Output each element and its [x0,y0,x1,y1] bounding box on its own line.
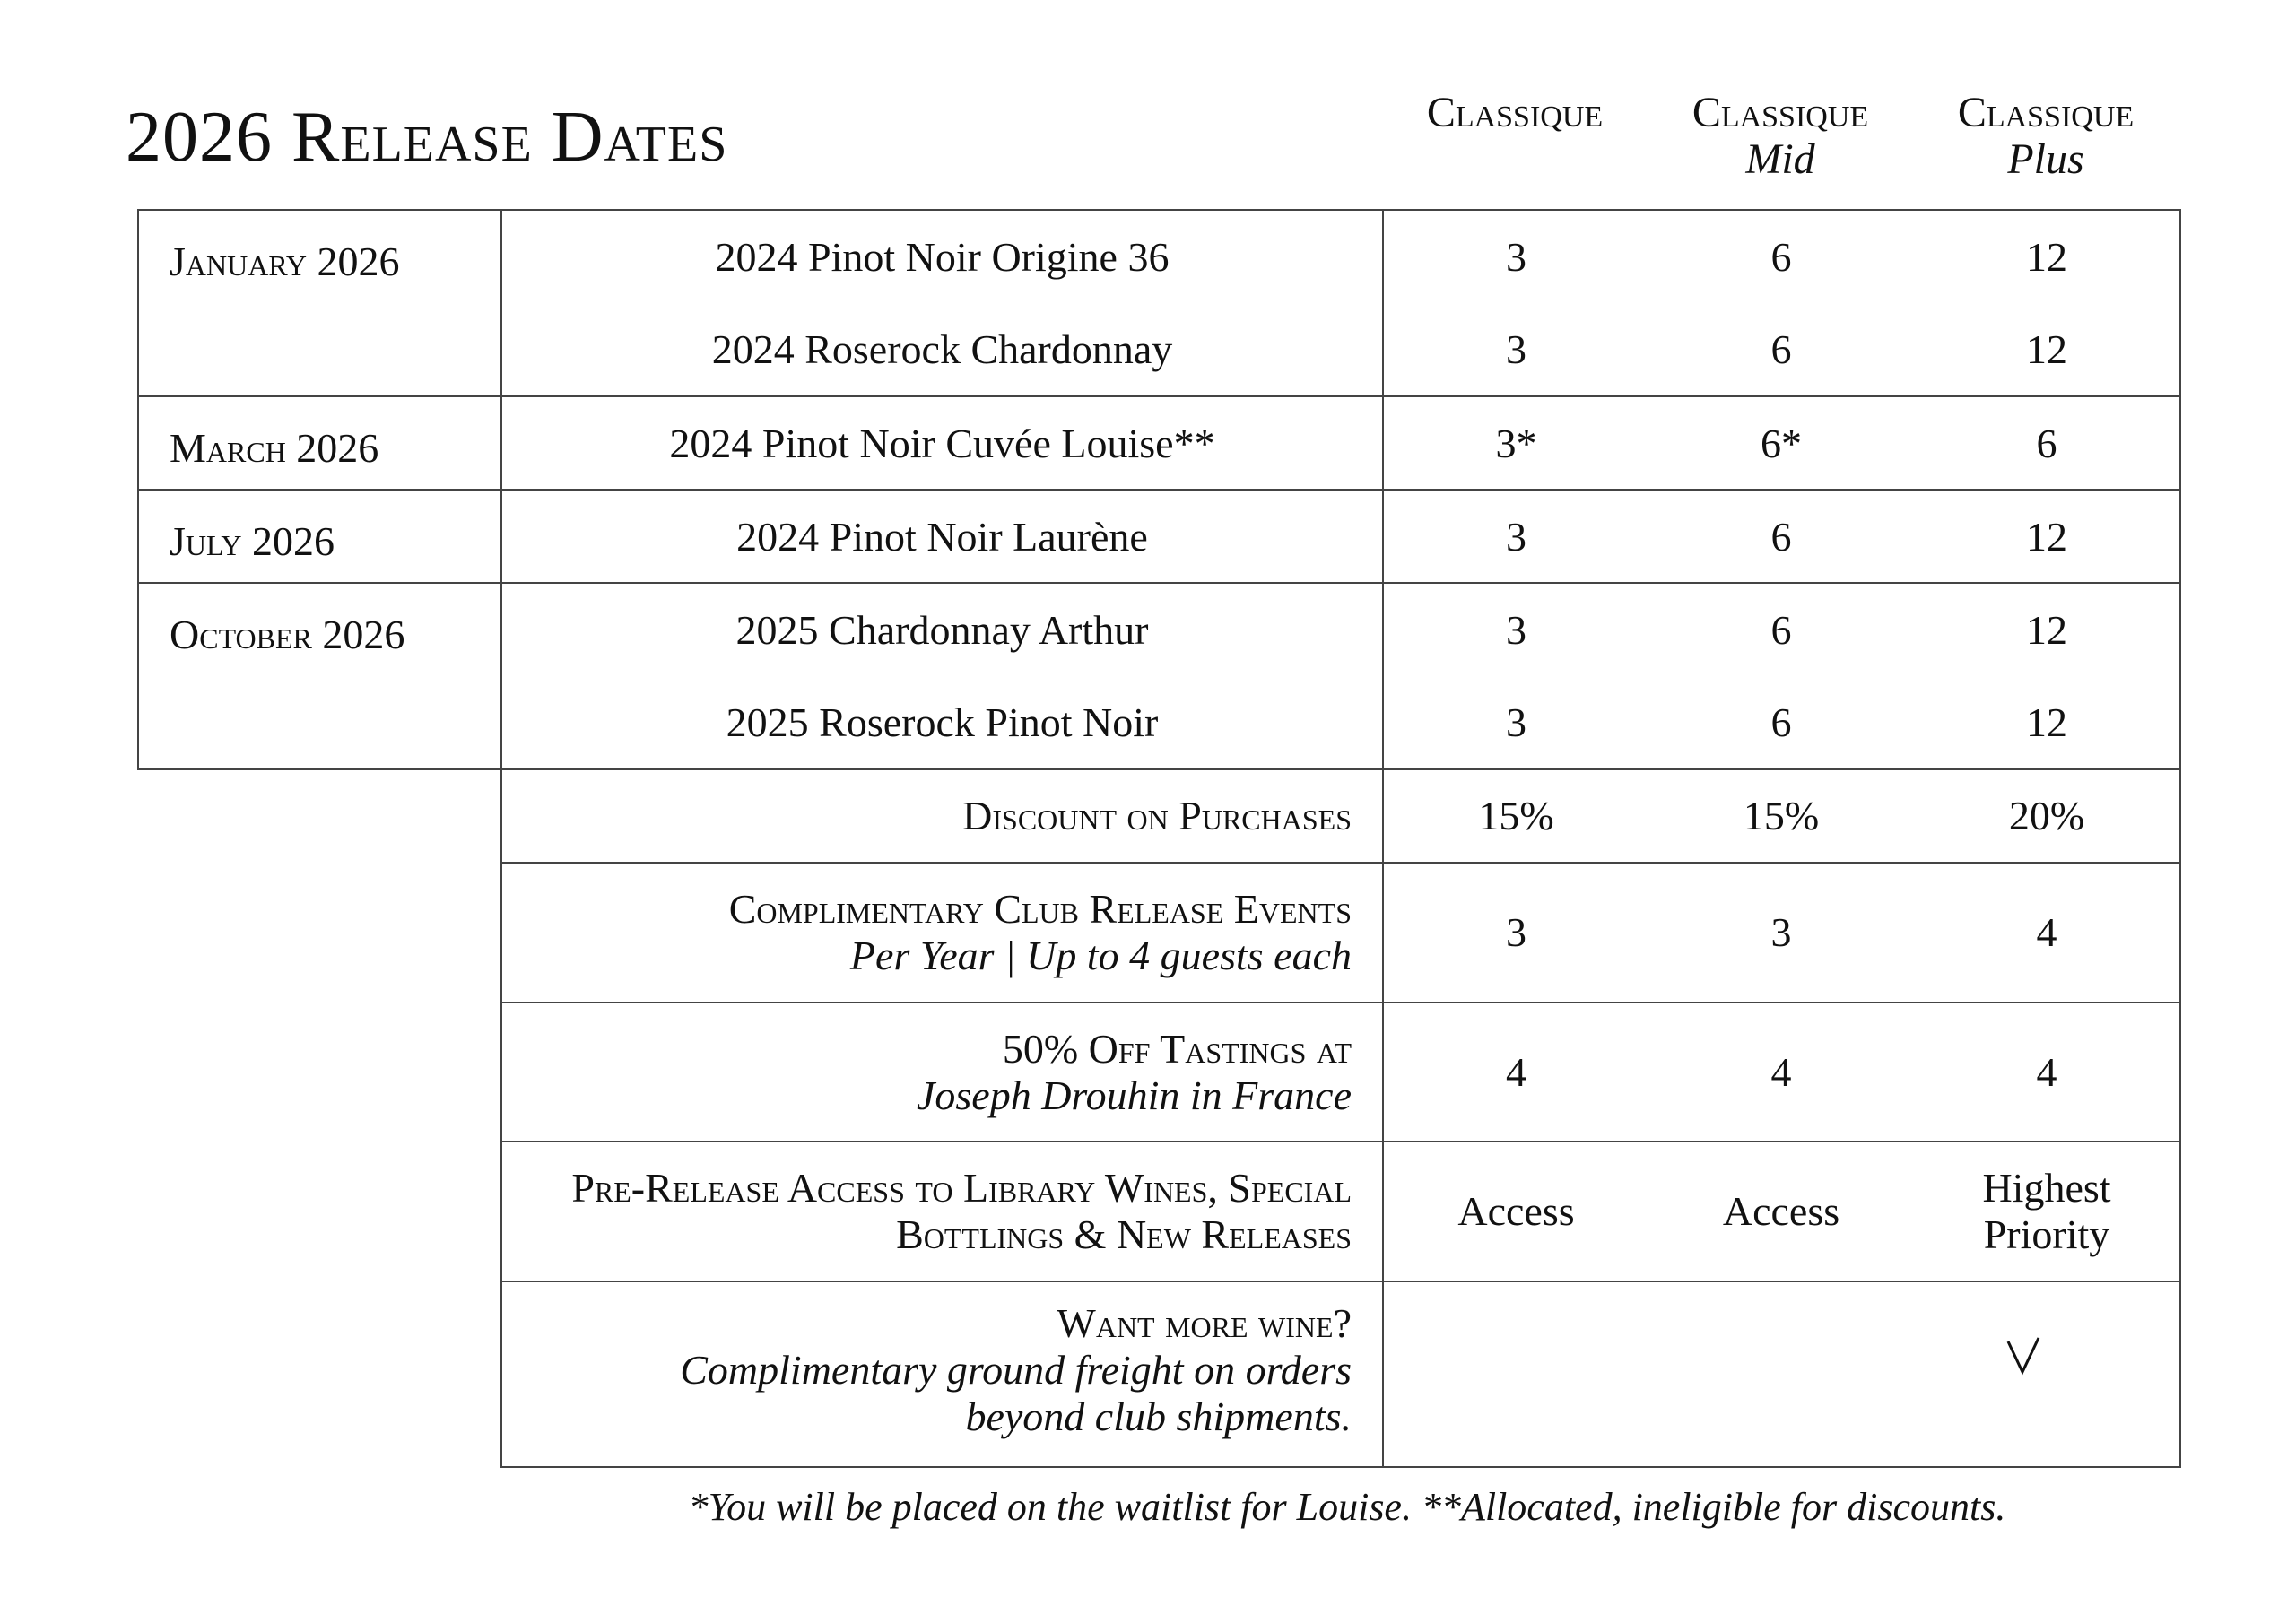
empty-cell [138,863,501,1003]
wine-row: 2024 Roserock Chardonnay 3 6 12 [138,303,2181,397]
benefit-value [1648,1281,1914,1468]
tier-header-classique-mid: Classique Mid [1648,90,1913,183]
benefit-value: 4 [1383,1002,1648,1142]
wine-name: 2024 Pinot Noir Origine 36 [500,209,1384,303]
allocation-value: 12 [1914,303,2181,397]
release-month: January 2026 [137,209,502,397]
wine-row: July 2026 2024 Pinot Noir Laurène 3 6 12 [137,489,2181,584]
allocation-value: 6 [1648,489,1914,584]
benefit-value [1383,1281,1648,1468]
benefit-label: 50% Off Tastings at Joseph Drouhin in Fra… [500,1002,1384,1142]
benefit-label: Pre-Release Access to Library Wines, Spe… [500,1141,1384,1282]
benefit-title: Want more wine? [1057,1300,1352,1346]
wine-name: 2024 Pinot Noir Cuvée Louise** [500,395,1384,491]
page-title: 2026 Release Dates [126,98,728,177]
release-month: October 2026 [137,582,502,770]
benefit-row: Pre-Release Access to Library Wines, Spe… [138,1141,2181,1282]
tier-subname: Mid [1745,135,1815,183]
allocation-value: 3 [1383,303,1648,397]
allocation-value: 6* [1648,395,1914,491]
allocation-value: 6 [1648,209,1914,303]
benefit-subtitle: Per Year | Up to 4 guests each [849,933,1352,978]
release-table: January 2026 2024 Pinot Noir Origine 36 3 6… [137,209,2181,1468]
allocation-value: 6 [1648,582,1914,676]
benefit-row: Want more wine? Complimentary ground frei… [138,1281,2181,1468]
release-month: March 2026 [137,395,502,491]
empty-cell [138,1142,501,1281]
allocation-value: 12 [1914,676,2181,770]
allocation-value: 3 [1383,209,1648,303]
wine-name: 2024 Roserock Chardonnay [500,303,1384,397]
allocation-value: 6 [1914,395,2181,491]
wine-row: March 2026 2024 Pinot Noir Cuvée Louise**… [137,395,2181,491]
benefit-subtitle: Complimentary ground freight on orders b… [680,1347,1352,1439]
allocation-value: 3* [1383,395,1648,491]
benefit-title: 50% Off Tastings at [1002,1025,1352,1072]
benefit-value: 3 [1648,862,1914,1003]
footnote: *You will be placed on the waitlist for … [688,1485,2006,1529]
allocation-value: 3 [1383,676,1648,770]
wine-name: 2025 Chardonnay Arthur [500,582,1384,676]
benefit-value: 3 [1383,862,1648,1003]
benefit-row: 50% Off Tastings at Joseph Drouhin in Fra… [138,1002,2181,1142]
benefit-value: 20% [1914,768,2181,864]
wine-row: January 2026 2024 Pinot Noir Origine 36 3 6… [137,209,2181,397]
wine-row: October 2026 2025 Chardonnay Arthur 3 6 12 [137,582,2181,770]
benefit-value: 4 [1914,862,2181,1003]
allocation-value: 12 [1914,209,2181,303]
benefit-row: Complimentary Club Release Events Per Yea… [138,862,2181,1003]
wine-row: 2025 Roserock Pinot Noir 3 6 12 [138,676,2181,770]
benefit-value [1914,1281,2181,1468]
check-icon [2006,1337,2040,1376]
allocation-value: 12 [1914,489,2181,584]
benefit-value: 15% [1383,768,1648,864]
benefit-label: Complimentary Club Release Events Per Yea… [500,862,1384,1003]
benefit-subtitle: Joseph Drouhin in France [916,1072,1352,1118]
allocation-value: 6 [1648,676,1914,770]
benefit-label: Want more wine? Complimentary ground frei… [500,1281,1384,1468]
tier-name: Classique [1957,89,2135,136]
release-month: July 2026 [137,489,502,584]
empty-cell [138,1003,501,1142]
allocation-value: 6 [1648,303,1914,397]
tier-subname: Plus [2007,135,2084,183]
benefit-title: Pre-Release Access to Library Wines, Spe… [571,1165,1352,1257]
benefit-value: Access [1383,1141,1648,1282]
benefit-row: Discount on Purchases 15% 15% 20% [138,768,2181,864]
benefit-value: Highest Priority [1914,1141,2181,1282]
benefit-value: Access [1648,1141,1914,1282]
tier-name: Classique [1692,89,1869,136]
tier-header-classique-plus: Classique Plus [1913,90,2179,183]
benefit-title: Discount on Purchases [962,793,1352,838]
allocation-value: 3 [1383,582,1648,676]
benefit-title: Complimentary Club Release Events [728,886,1352,932]
allocation-value: 3 [1383,489,1648,584]
tier-header-classique: Classique [1382,90,1648,136]
benefit-value: 15% [1648,768,1914,864]
empty-cell [138,1281,501,1467]
benefit-value: 4 [1648,1002,1914,1142]
empty-cell [138,769,501,863]
allocation-value: 12 [1914,582,2181,676]
benefit-label: Discount on Purchases [500,768,1384,864]
tier-name: Classique [1426,89,1604,136]
wine-name: 2025 Roserock Pinot Noir [500,676,1384,770]
benefit-value: 4 [1914,1002,2181,1142]
wine-name: 2024 Pinot Noir Laurène [500,489,1384,584]
